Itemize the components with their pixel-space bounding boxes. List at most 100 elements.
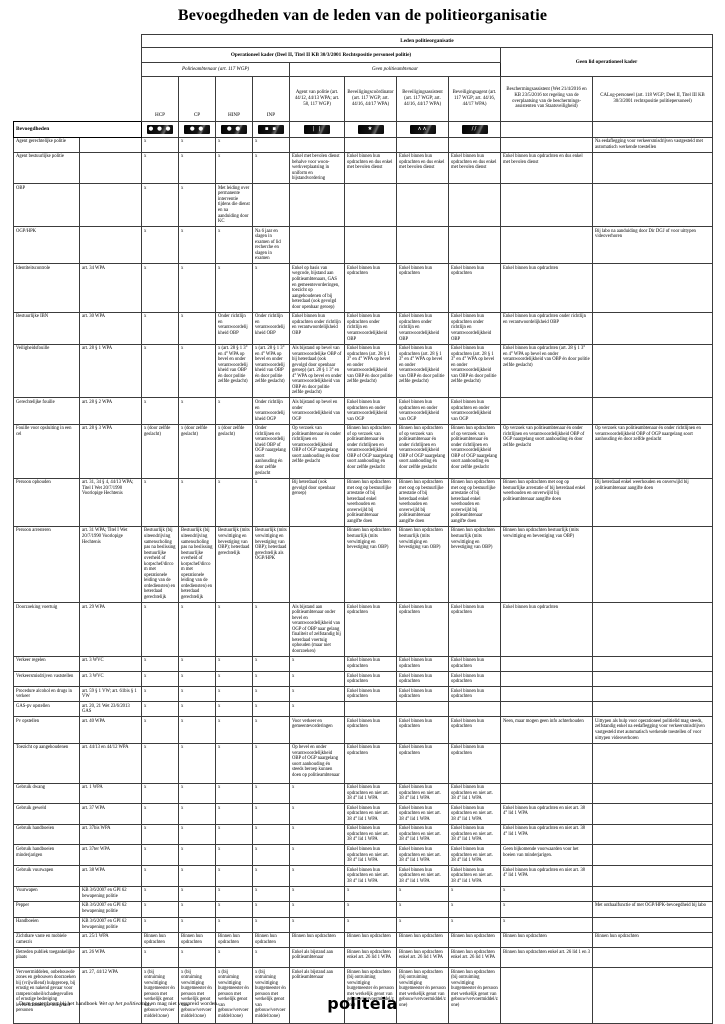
row-label: Handboeien: [13, 916, 80, 933]
cell: Enkel binnen hun opdrachten: [344, 602, 397, 657]
cell: [591, 263, 714, 313]
cell: x: [178, 716, 216, 744]
cell: x: [141, 701, 179, 718]
cell: Binnen hun opdrachten bestuurlijk (mits …: [500, 525, 593, 604]
cell: x: [141, 183, 179, 228]
footer-note-book-title: Wet op het politieambt: [98, 1001, 150, 1007]
row-law: art. 37bis WPA: [79, 823, 142, 846]
cell: x: [215, 885, 253, 902]
cell: x: [289, 916, 345, 933]
cell: x: [141, 865, 179, 887]
table-row: Toezicht op aangehoudenen art. 44/13 en 4…: [13, 742, 714, 784]
column-header-calog: CALog-personeel (art. 118 WGP; Deel II, …: [591, 76, 714, 122]
cell: [289, 136, 345, 153]
icon-cell-empty: [591, 120, 714, 138]
cell: Enkel binnen hun opdrachten: [448, 671, 501, 688]
row-law: art. 44/13 en 44/12 WPA: [79, 742, 142, 784]
cell: [591, 602, 714, 657]
cell: Binnen hun opdrachten (bij ontruiming ve…: [448, 967, 501, 1024]
row-label: Gebruik handboeien: [13, 823, 80, 846]
rank-hinp-glyph: ● ●: [226, 125, 242, 132]
cell: Op verzoek van politieambtenaar én onder…: [591, 423, 714, 479]
cell: x: [178, 183, 216, 228]
cell: Enkel binnen hun opdrachten en niet art.…: [448, 803, 501, 825]
row-label: Gebruik geweld: [13, 803, 80, 825]
cell: x: [141, 397, 179, 425]
cell: x: [289, 782, 345, 805]
cell: x: [178, 742, 216, 784]
cell: x: [178, 865, 216, 887]
header-leden: Leden politieorganisatie: [140, 34, 714, 48]
row-label: Fouille voor opsluiting in een cel: [13, 423, 80, 479]
cell: Bij labo na aanduiding door Dir DGJ of v…: [591, 226, 714, 265]
cell: x: [215, 742, 253, 784]
row-label: Agent gerechtelijke politie: [13, 136, 80, 153]
bevoegdheden-label: Bevoegdheden: [13, 120, 142, 138]
cell: Binnen hun opdrachten: [344, 931, 397, 949]
cell: x: [252, 947, 290, 969]
cell: Enkel binnen hun opdrachten (art. 28 § 1…: [500, 343, 593, 399]
row-law: art. 3 WVC: [79, 671, 142, 688]
column-header-hinp: HINP: [215, 76, 253, 122]
cell: x: [289, 655, 345, 673]
cell: [344, 226, 397, 265]
row-label: Agent bestuurlijke politie: [13, 151, 80, 185]
cell: x: [396, 900, 449, 918]
header-operationeel-kader: Operationeel kader (Deel II, Titel II KB…: [141, 47, 501, 63]
cell: Geen bijkomende voorwaarden voor het boe…: [500, 844, 593, 867]
column-header-agent: Agent van politie (art. 44/12, 44/13 WPA…: [289, 76, 345, 122]
cell: [448, 701, 501, 718]
cell: Binnen hun opdrachten: [178, 931, 216, 949]
cell: x: [252, 701, 290, 718]
rank-hcp-icon: ● ● ●: [141, 120, 179, 138]
row-law: art. 27, 44/12 WPA: [79, 967, 142, 1024]
cell: Binnen hun opdrachten bestuurlijk (mits …: [344, 525, 397, 604]
row-label: OBP: [13, 183, 80, 228]
cell: Als bijstand op bevel van verantwoordeli…: [289, 343, 345, 399]
cell: Op bevel en onder verantwoordelijkheid O…: [289, 742, 345, 784]
table-row: Gebruik handboeien minderjarigen art. 37t…: [13, 844, 714, 867]
cell: [448, 183, 501, 228]
row-law: [79, 226, 142, 265]
cell: Enkel binnen hun opdrachten: [448, 686, 501, 703]
table-row: Procedure alcohol en drugs in verkeer art…: [13, 686, 714, 703]
table-row: OGP/HPK x x x Na 6 jaar en slagen in examen …: [13, 226, 714, 265]
header-geen-politieambtenaar: Geen politieambtenaar: [289, 62, 501, 77]
cell: x: [289, 844, 345, 867]
cell: x: [215, 397, 253, 425]
cell: Enkel binnen hun opdrachten en niet art.…: [344, 782, 397, 805]
cell: Bestuurlijk (bij uiteendrijving samensch…: [178, 525, 216, 604]
cell: Bestuurlijk (bij uiteendrijving samensch…: [141, 525, 179, 604]
row-label: Zichtbare vaste en mobiele camera's: [13, 931, 80, 949]
cell: Enkel binnen hun opdrachten en onder ver…: [344, 397, 397, 425]
footer-note-suffix: en mag niet verspreid worden.: [149, 1001, 219, 1007]
cell: x (door zelfde geslacht): [141, 423, 179, 479]
cell: [344, 136, 397, 153]
cell: x: [141, 655, 179, 673]
cell: Enkel binnen hun opdrachten: [448, 655, 501, 673]
cell: x: [289, 865, 345, 887]
cell: x: [178, 823, 216, 846]
cell: [396, 183, 449, 228]
table-row: GAS-pv opstellen art. 20, 21 Wet 23/6/201…: [13, 701, 714, 718]
column-header-inp: INP: [252, 76, 290, 122]
rank-cp-glyph: ● ●: [189, 125, 205, 132]
cell: x: [215, 671, 253, 688]
cell: Enkel binnen hun opdrachten: [396, 742, 449, 784]
cell: Enkel als bijstand aan politieambtenaar: [289, 947, 345, 969]
row-law: art. 40 WPA: [79, 716, 142, 744]
cell: x: [252, 602, 290, 657]
table-row: Handboeien KB 3/6/2007 en GPI 62 bewapeni…: [13, 916, 714, 933]
column-header-beschermingsassistent: Beschermingsassistent (Wet 21/4/2016 en …: [500, 76, 593, 122]
table-row: Agent bestuurlijke politie x x x x Enkel met …: [13, 151, 714, 185]
cell: Enkel binnen hun opdrachten en niet art.…: [396, 782, 449, 805]
column-header-beveiligingsassistent: Beveiligingsassistent (art. 117 WGP; art…: [396, 76, 449, 122]
beveiligingsassistent-chevron-icon: ∧∧: [396, 120, 449, 138]
table-row: Pv opstellen art. 40 WPA x x x x Voor verkeer …: [13, 716, 714, 744]
cell: [344, 183, 397, 228]
beveiligingscoordinator-emblem-icon: ★: [344, 120, 397, 138]
table-row: Gebruik geweld art. 37 WPA x x x x x Enkel binn…: [13, 803, 714, 825]
cell: [591, 844, 714, 867]
cell: [500, 686, 593, 703]
